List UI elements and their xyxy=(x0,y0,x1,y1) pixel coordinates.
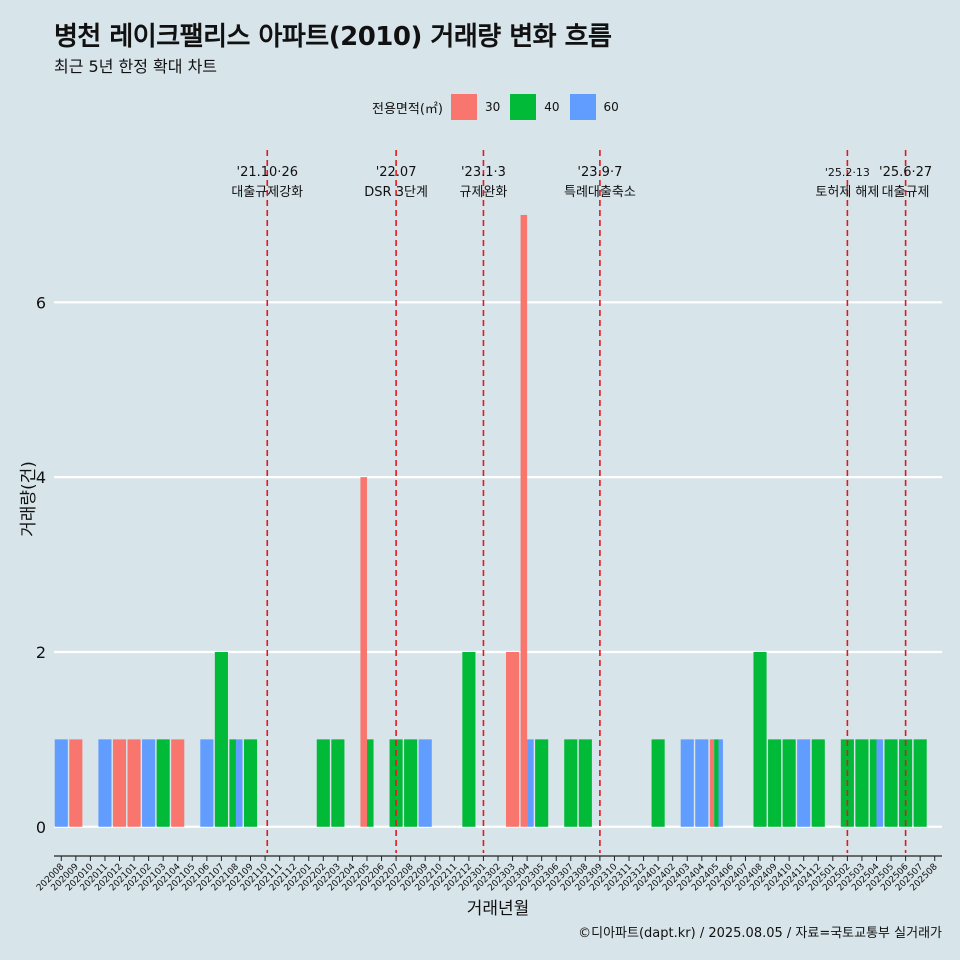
bar-40-202405 xyxy=(714,739,719,827)
bar-60-202108 xyxy=(235,739,243,827)
bar-40-202409 xyxy=(768,739,782,827)
y-axis-title: 거래량(건) xyxy=(19,461,39,537)
bar-40-202205 xyxy=(366,739,374,827)
bar-40-202503 xyxy=(855,739,869,827)
chart-subtitle: 최근 5년 한정 확대 차트 xyxy=(54,57,218,76)
event-date-label: '23.9·7 xyxy=(577,165,622,180)
bar-30-202303 xyxy=(506,651,520,827)
legend: 전용면적(㎡) 30 40 60 xyxy=(372,93,629,121)
legend-item-60: 60 xyxy=(569,94,623,120)
bar-40-202412 xyxy=(811,739,825,827)
bar-40-202507 xyxy=(913,739,927,827)
legend-swatch-60 xyxy=(569,94,596,120)
bar-40-202103 xyxy=(156,739,170,827)
bar-60-202102 xyxy=(142,739,156,827)
bar-60-202405 xyxy=(718,739,723,827)
legend-item-40: 40 xyxy=(510,94,563,120)
y-tick-label: 6 xyxy=(36,293,46,312)
bar-40-202107 xyxy=(214,651,228,827)
bar-30-202012 xyxy=(112,739,127,827)
chart-title: 병천 레이크팰리스 아파트(2010) 거래량 변화 흐름 xyxy=(54,22,612,52)
bar-40-202202 xyxy=(316,739,330,827)
bar-30-202205 xyxy=(360,477,367,827)
event-date-label: '23.1·3 xyxy=(461,165,506,180)
legend-item-30: 30 xyxy=(450,94,504,120)
bar-60-202504 xyxy=(876,739,884,827)
event-date-label: '21.10·26 xyxy=(237,165,298,180)
bar-30-202304 xyxy=(520,214,528,827)
source-caption: ©디아파트(dapt.kr) / 2025.08.05 / 자료=국토교통부 실… xyxy=(578,926,942,941)
event-date-label: '22.07 xyxy=(376,165,417,180)
bar-60-202209 xyxy=(418,739,432,827)
bar-30-202405 xyxy=(709,739,715,827)
legend-title: 전용면적(㎡) xyxy=(372,101,443,117)
legend-label-60: 60 xyxy=(603,100,619,114)
event-name-label: DSR 3단계 xyxy=(364,185,428,200)
y-tick-label: 0 xyxy=(36,818,46,837)
legend-swatch-40 xyxy=(510,94,537,120)
bar-40-202307 xyxy=(564,739,578,827)
bar-60-202008 xyxy=(54,739,68,827)
y-tick-label: 4 xyxy=(36,468,46,487)
bar-40-202408 xyxy=(753,651,767,827)
event-date-label: '25.6·27 xyxy=(879,165,932,180)
bar-30-202009 xyxy=(69,739,83,827)
bar-60-202304 xyxy=(527,739,534,827)
legend-label-40: 40 xyxy=(544,100,560,114)
bar-40-202109 xyxy=(243,739,258,827)
event-name-label: 규제완화 xyxy=(460,185,508,200)
bar-40-202212 xyxy=(462,651,476,827)
legend-swatch-30 xyxy=(450,94,477,120)
bar-60-202011 xyxy=(98,739,112,827)
event-date-label: '25.2·13 xyxy=(825,166,870,179)
bar-30-202104 xyxy=(171,739,185,827)
legend-label-30: 30 xyxy=(484,100,501,114)
bar-60-202404 xyxy=(695,739,709,827)
bar-40-202505 xyxy=(884,739,898,827)
bar-60-202403 xyxy=(680,739,694,827)
bar-60-202106 xyxy=(200,739,214,827)
bar-40-202308 xyxy=(578,739,592,827)
y-tick-label: 2 xyxy=(36,643,46,662)
bar-30-202101 xyxy=(127,739,141,827)
event-name-label: 특례대출축소 xyxy=(564,185,636,200)
x-axis-title: 거래년월 xyxy=(467,899,530,919)
bar-40-202504 xyxy=(869,739,877,827)
event-name-label: 토허제 해제 xyxy=(815,185,879,200)
event-name-label: 대출규제 xyxy=(882,185,930,200)
bar-40-202208 xyxy=(404,739,418,827)
bar-60-202411 xyxy=(797,739,811,827)
bar-40-202410 xyxy=(782,739,796,827)
bar-40-202401 xyxy=(651,739,665,827)
bar-40-202305 xyxy=(535,739,549,827)
bar-40-202108 xyxy=(229,739,236,827)
bar-40-202203 xyxy=(331,739,345,827)
event-name-label: 대출규제강화 xyxy=(231,185,303,200)
